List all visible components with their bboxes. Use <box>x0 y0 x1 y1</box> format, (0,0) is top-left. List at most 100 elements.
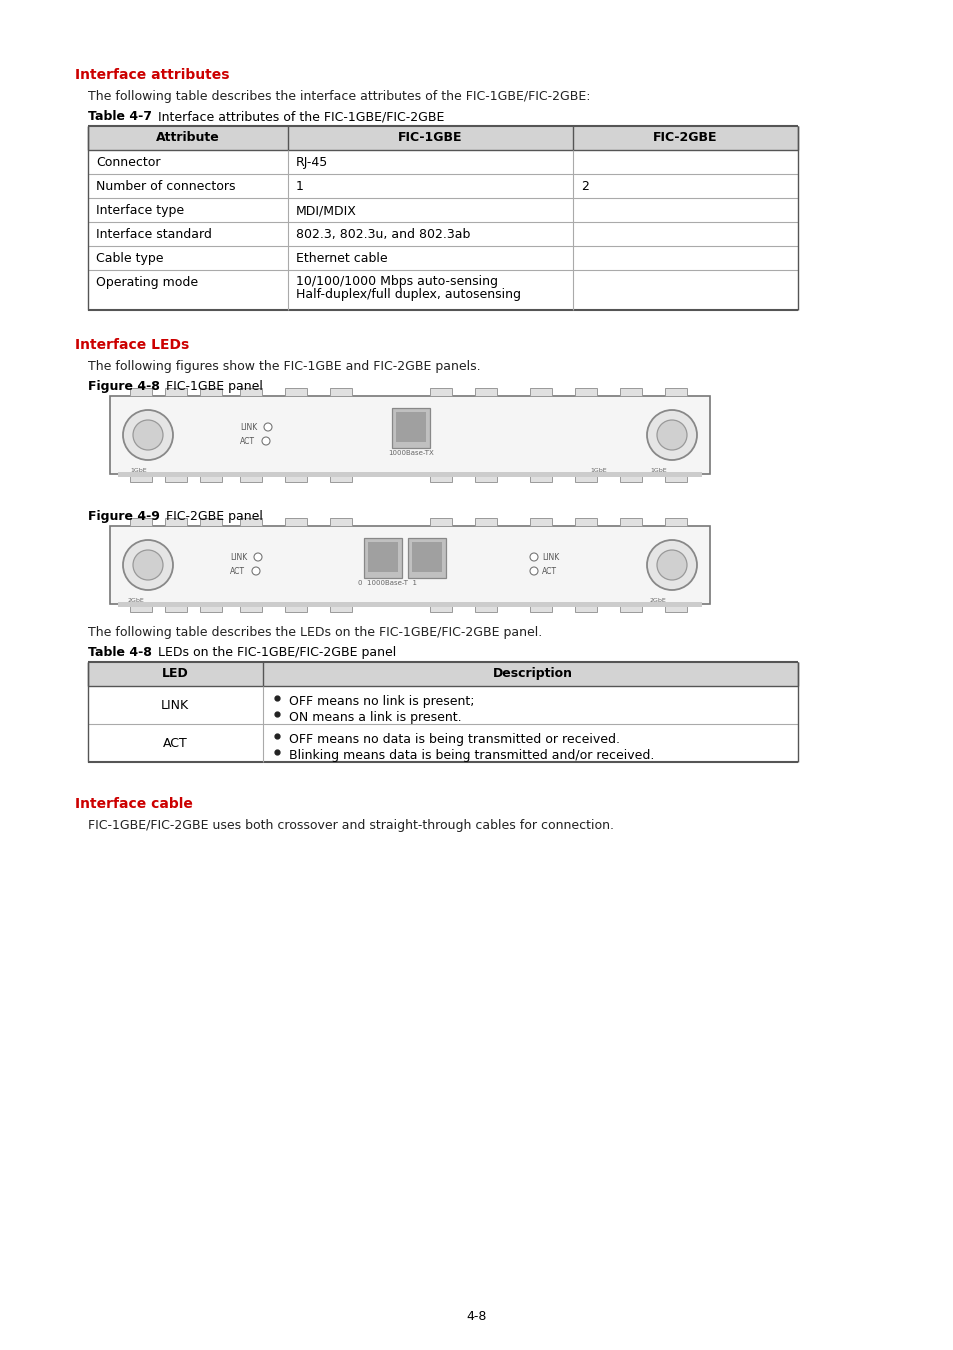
Bar <box>285 603 307 612</box>
Bar <box>165 474 187 482</box>
Bar <box>475 603 497 612</box>
Text: ACT: ACT <box>541 567 557 575</box>
Circle shape <box>530 554 537 562</box>
Text: FIC-1GBE: FIC-1GBE <box>397 131 462 144</box>
Text: The following figures show the FIC-1GBE and FIC-2GBE panels.: The following figures show the FIC-1GBE … <box>88 360 480 373</box>
Bar <box>200 474 222 482</box>
Text: LINK: LINK <box>541 552 558 562</box>
Text: Figure 4-8: Figure 4-8 <box>88 379 160 393</box>
Bar <box>392 408 430 448</box>
Bar <box>619 387 641 396</box>
Bar <box>165 603 187 612</box>
Bar <box>285 474 307 482</box>
Bar <box>575 474 597 482</box>
Bar <box>430 603 452 612</box>
Text: 1GbE: 1GbE <box>130 468 147 472</box>
Bar <box>575 387 597 396</box>
Bar <box>240 518 262 526</box>
Bar <box>575 603 597 612</box>
Bar <box>364 539 401 578</box>
Text: FIC-2GBE: FIC-2GBE <box>652 131 717 144</box>
Bar <box>395 412 426 441</box>
Bar <box>619 474 641 482</box>
Bar <box>200 603 222 612</box>
Bar <box>475 518 497 526</box>
Bar <box>530 518 552 526</box>
Bar <box>130 603 152 612</box>
Bar <box>240 474 262 482</box>
Text: ON means a link is present.: ON means a link is present. <box>289 711 461 724</box>
Bar <box>285 518 307 526</box>
Text: LEDs on the FIC-1GBE/FIC-2GBE panel: LEDs on the FIC-1GBE/FIC-2GBE panel <box>153 647 395 659</box>
Text: 10/100/1000 Mbps auto-sensing: 10/100/1000 Mbps auto-sensing <box>295 275 497 288</box>
Bar <box>285 474 307 482</box>
Bar <box>430 474 452 482</box>
Circle shape <box>132 420 163 450</box>
Bar <box>130 518 152 526</box>
Bar <box>130 387 152 396</box>
Text: Table 4-7: Table 4-7 <box>88 109 152 123</box>
Text: FIC-1GBE/FIC-2GBE uses both crossover and straight-through cables for connection: FIC-1GBE/FIC-2GBE uses both crossover an… <box>88 819 614 832</box>
Bar <box>664 474 686 482</box>
Bar <box>575 518 597 526</box>
Text: Interface cable: Interface cable <box>75 796 193 811</box>
Bar <box>200 518 222 526</box>
Text: Half-duplex/full duplex, autosensing: Half-duplex/full duplex, autosensing <box>295 288 520 301</box>
Text: 2: 2 <box>580 180 588 193</box>
Circle shape <box>657 420 686 450</box>
Circle shape <box>253 554 262 562</box>
Text: 2GbE: 2GbE <box>649 598 666 603</box>
Text: The following table describes the interface attributes of the FIC-1GBE/FIC-2GBE:: The following table describes the interf… <box>88 90 590 103</box>
Bar <box>165 474 187 482</box>
Bar <box>412 541 441 572</box>
Text: LINK: LINK <box>161 699 189 711</box>
Bar <box>165 603 187 612</box>
Bar <box>200 474 222 482</box>
Bar <box>130 387 152 396</box>
Bar <box>165 387 187 396</box>
Bar <box>408 539 446 578</box>
Bar <box>475 603 497 612</box>
Bar <box>664 474 686 482</box>
Bar <box>330 603 352 612</box>
Bar <box>330 474 352 482</box>
Bar <box>619 603 641 612</box>
Bar <box>240 518 262 526</box>
Bar <box>619 518 641 526</box>
Text: FIC-2GBE panel: FIC-2GBE panel <box>162 510 262 522</box>
Text: MDI/MDIX: MDI/MDIX <box>295 204 356 217</box>
Bar <box>475 387 497 396</box>
Circle shape <box>123 540 172 590</box>
Text: LINK: LINK <box>240 423 257 432</box>
Bar <box>575 518 597 526</box>
Bar <box>664 518 686 526</box>
Bar <box>240 603 262 612</box>
Text: ACT: ACT <box>162 737 187 751</box>
Text: Ethernet cable: Ethernet cable <box>295 252 387 265</box>
Text: 1000Base-TX: 1000Base-TX <box>388 450 434 456</box>
Bar <box>475 518 497 526</box>
Bar <box>240 387 262 396</box>
Text: 1: 1 <box>295 180 304 193</box>
Bar <box>430 603 452 612</box>
Text: Interface attributes of the FIC-1GBE/FIC-2GBE: Interface attributes of the FIC-1GBE/FIC… <box>153 109 444 123</box>
Text: Attribute: Attribute <box>156 131 219 144</box>
Bar <box>575 474 597 482</box>
Circle shape <box>123 410 172 460</box>
Bar <box>330 518 352 526</box>
Bar <box>664 387 686 396</box>
Bar <box>330 387 352 396</box>
Text: Number of connectors: Number of connectors <box>96 180 235 193</box>
Text: Cable type: Cable type <box>96 252 163 265</box>
Bar <box>664 603 686 612</box>
Circle shape <box>646 410 697 460</box>
Bar <box>475 387 497 396</box>
Text: Interface standard: Interface standard <box>96 228 212 242</box>
Bar <box>408 539 446 578</box>
Text: Table 4-8: Table 4-8 <box>88 647 152 659</box>
Bar <box>88 662 797 686</box>
Bar <box>330 603 352 612</box>
Bar <box>240 474 262 482</box>
Bar <box>664 518 686 526</box>
Bar <box>530 474 552 482</box>
